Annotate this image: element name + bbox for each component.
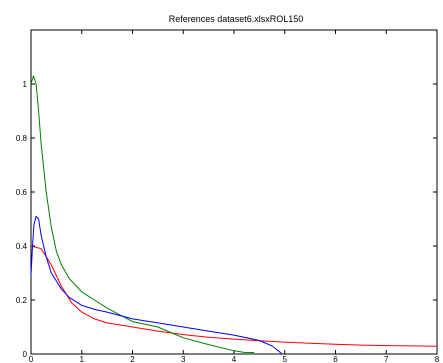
x-tick-label: 4 <box>232 355 237 363</box>
series-group <box>30 75 438 355</box>
y-tick-label: 0.8 <box>16 134 28 143</box>
x-tick-label: 5 <box>283 355 288 363</box>
series-line-0 <box>30 245 438 347</box>
x-tick-label: 6 <box>333 355 338 363</box>
series-line-1 <box>30 75 255 354</box>
chart-title: References dataset6.xlsxROL150 <box>169 14 304 24</box>
y-tick-label: 1 <box>23 80 28 89</box>
y-tick-label: 0.6 <box>16 188 28 197</box>
x-tick-label: 2 <box>130 355 135 363</box>
y-tick-label: 0 <box>23 350 28 359</box>
plot-area <box>30 29 438 355</box>
y-tick-label: 0.4 <box>16 242 28 251</box>
x-tick-label: 7 <box>384 355 389 363</box>
x-tick-label: 0 <box>29 355 34 363</box>
y-tick-label: 0.2 <box>16 296 28 305</box>
series-line-2 <box>30 215 283 355</box>
x-axis: 0 1 2 3 4 5 6 7 8 <box>29 30 440 363</box>
x-tick-label: 8 <box>435 355 440 363</box>
x-tick-label: 1 <box>80 355 85 363</box>
x-tick-label: 3 <box>181 355 186 363</box>
